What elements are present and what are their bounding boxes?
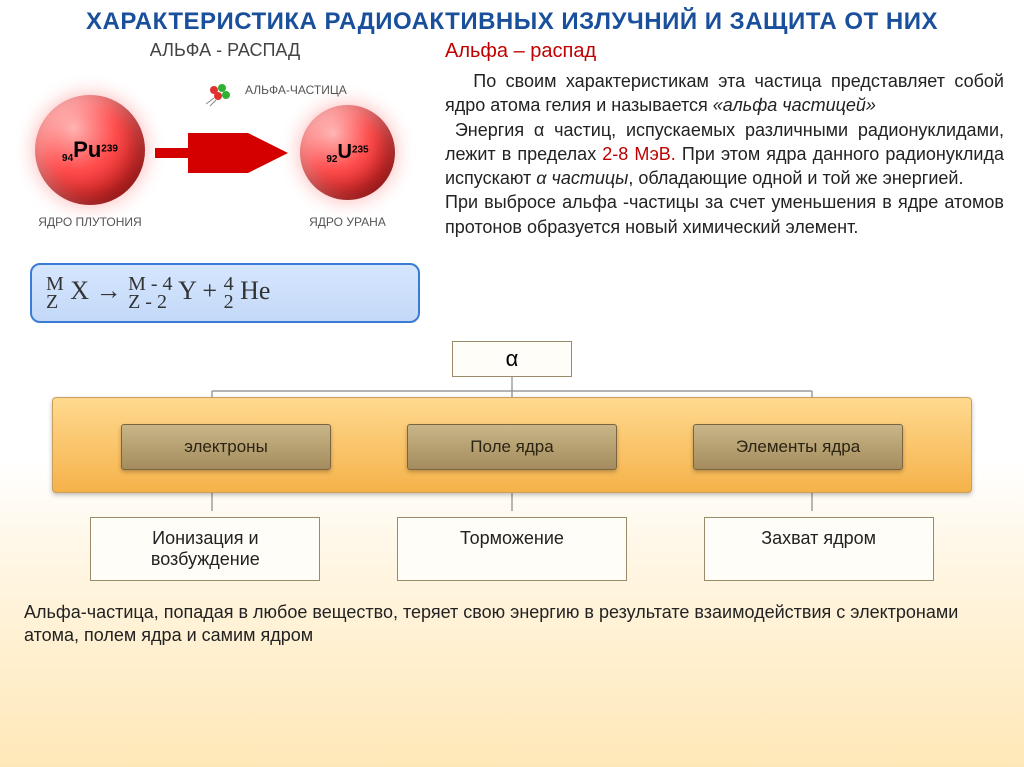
description-column: Альфа – распад По своим характеристикам … <box>430 40 1004 323</box>
caption-uranium: ЯДРО УРАНА <box>295 215 400 229</box>
decay-heading: АЛЬФА - РАСПАД <box>20 40 430 61</box>
u-z: 92 <box>326 153 337 164</box>
p1b: «альфа частицей» <box>713 95 876 115</box>
footer-text: Альфа-частица, попадая в любое вещество,… <box>24 601 1000 648</box>
p2e: , обладающие одной и той же энергией. <box>628 168 963 188</box>
u-symbol: U <box>337 141 351 163</box>
alpha-particle-label: АЛЬФА-ЧАСТИЦА <box>245 83 347 97</box>
nucleus-uranium: 92U235 <box>300 105 395 200</box>
page-title: ХАРАКТЕРИСТИКА РАДИОАКТИВНЫХ ИЗЛУЧНИЙ И … <box>0 0 1024 40</box>
paragraph-3: При выбросе альфа -частицы за счет умень… <box>445 190 1004 239</box>
eq-arrow: → <box>96 276 122 305</box>
p2d: α частицы <box>536 168 628 188</box>
eq-z: Z <box>46 291 58 313</box>
decay-arrow-icon <box>150 133 300 173</box>
hierarchy-root: α <box>452 341 572 377</box>
hierarchy-diagram: α электроны Поле ядра Элементы ядра Иони… <box>52 341 972 581</box>
alpha-particle-icon <box>200 80 240 110</box>
sub-heading: Альфа – распад <box>445 40 1004 63</box>
eq-y: Y <box>178 276 196 305</box>
decay-diagram: АЛЬФА-ЧАСТИЦА 94Pu239 92U235 Я <box>20 65 430 255</box>
eq-x: X <box>70 276 89 305</box>
mid-box-elements: Элементы ядра <box>693 424 903 470</box>
mid-box-field: Поле ядра <box>407 424 617 470</box>
pu-a: 239 <box>101 143 118 154</box>
top-section: АЛЬФА - РАСПАД АЛЬФА-ЧАСТИЦА 94Pu239 <box>0 40 1024 323</box>
decay-equation: MZ X → M - 4Z - 2 Y + 42 He <box>30 263 420 323</box>
eq-2: 2 <box>224 291 234 313</box>
decay-illustration: АЛЬФА - РАСПАД АЛЬФА-ЧАСТИЦА 94Pu239 <box>20 40 430 323</box>
p2b: 2-8 МэВ. <box>602 144 676 164</box>
pu-z: 94 <box>62 152 73 163</box>
paragraph-2: Энергия α частиц, испускаемых различными… <box>445 118 1004 191</box>
hierarchy-panel: электроны Поле ядра Элементы ядра <box>52 397 972 493</box>
eq-plus: + <box>202 276 217 305</box>
caption-plutonium: ЯДРО ПЛУТОНИЯ <box>35 215 145 229</box>
mid-box-electrons: электроны <box>121 424 331 470</box>
paragraph-1: По своим характеристикам эта частица пре… <box>445 69 1004 118</box>
eq-z2: Z - 2 <box>128 291 167 313</box>
pu-symbol: Pu <box>73 137 101 162</box>
nucleus-plutonium: 94Pu239 <box>35 95 145 205</box>
eq-he: He <box>240 276 270 305</box>
u-a: 235 <box>352 144 369 155</box>
